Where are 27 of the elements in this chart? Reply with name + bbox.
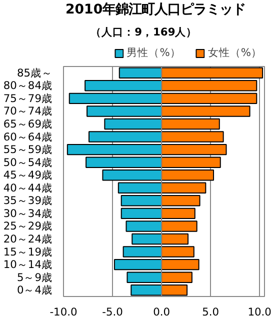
y-tick-label: 30～34歳 — [3, 206, 53, 220]
y-tick-label: 10～14歳 — [3, 258, 53, 272]
y-tick-label: 85歳～ — [16, 66, 53, 80]
y-tick-label: 5～9歳 — [16, 270, 53, 284]
y-tick-label: 50～54歳 — [3, 156, 53, 169]
y-tick-label: 0～4歳 — [16, 284, 53, 297]
x-tick-label: 10.0 — [248, 306, 272, 318]
x-tick-label: -10.0 — [50, 306, 78, 318]
legend-label: 女性（%） — [208, 46, 262, 60]
chart-title: 2010年錦江町人口ピラミッド — [66, 2, 246, 18]
y-tick-label: 20～24歳 — [3, 232, 53, 246]
y-tick-label: 35～39歳 — [3, 194, 53, 208]
chart-subtitle: （人口：9，169人） — [90, 25, 198, 38]
y-tick-label: 75～79歳 — [3, 92, 53, 105]
x-tick-label: -5.0 — [102, 306, 124, 318]
legend-label: 男性（%） — [126, 46, 181, 60]
y-tick-label: 80～84歳 — [3, 79, 53, 92]
y-tick-label: 60～64歳 — [3, 130, 53, 144]
y-tick-label: 25～29歳 — [3, 220, 53, 233]
y-tick-label: 15～19歳 — [3, 245, 53, 258]
y-tick-label: 70～74歳 — [3, 104, 53, 118]
x-tick-label: 5.0 — [202, 306, 220, 318]
y-tick-label: 40～44歳 — [3, 181, 53, 194]
y-tick-label: 55～59歳 — [3, 143, 53, 156]
y-tick-label: 45～49歳 — [3, 168, 53, 182]
y-tick-label: 65～69歳 — [3, 118, 53, 130]
x-tick-label: 0.0 — [153, 306, 170, 318]
